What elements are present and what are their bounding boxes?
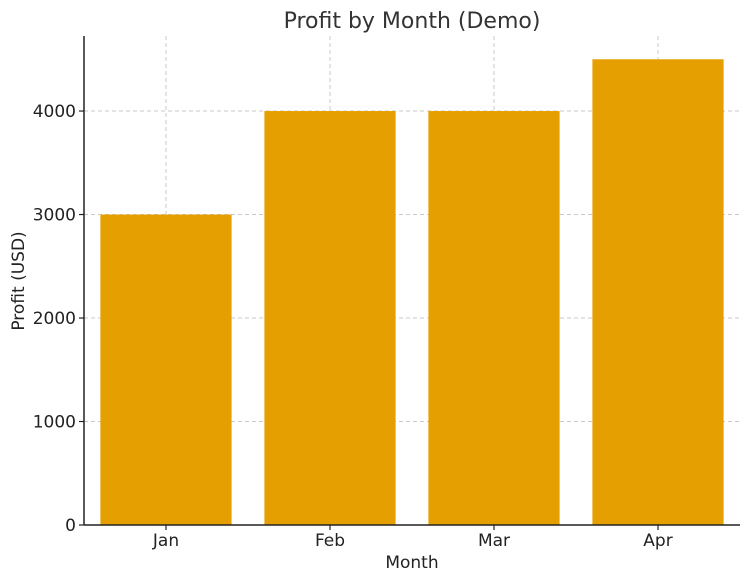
x-tick-label: Feb <box>315 531 345 551</box>
bar-apr <box>592 59 724 526</box>
axes <box>83 36 740 526</box>
ticks: 0 1000 2000 3000 4000 Jan Feb Mar Apr <box>33 102 673 551</box>
x-tick-label: Apr <box>643 531 672 551</box>
bar-mar <box>428 111 560 526</box>
bar-feb <box>264 111 396 526</box>
bars <box>100 59 724 526</box>
y-axis-label: Profit (USD) <box>9 231 29 330</box>
chart-title: Profit by Month (Demo) <box>284 9 541 34</box>
y-tick-label: 3000 <box>33 206 76 226</box>
x-axis-label: Month <box>385 553 438 573</box>
x-tick-label: Jan <box>152 531 179 551</box>
bar-jan <box>100 214 232 525</box>
y-tick-label: 4000 <box>33 102 76 122</box>
y-tick-label: 2000 <box>33 309 76 329</box>
y-tick-label: 0 <box>65 516 76 536</box>
y-tick-label: 1000 <box>33 413 76 433</box>
x-tick-label: Mar <box>478 531 510 551</box>
